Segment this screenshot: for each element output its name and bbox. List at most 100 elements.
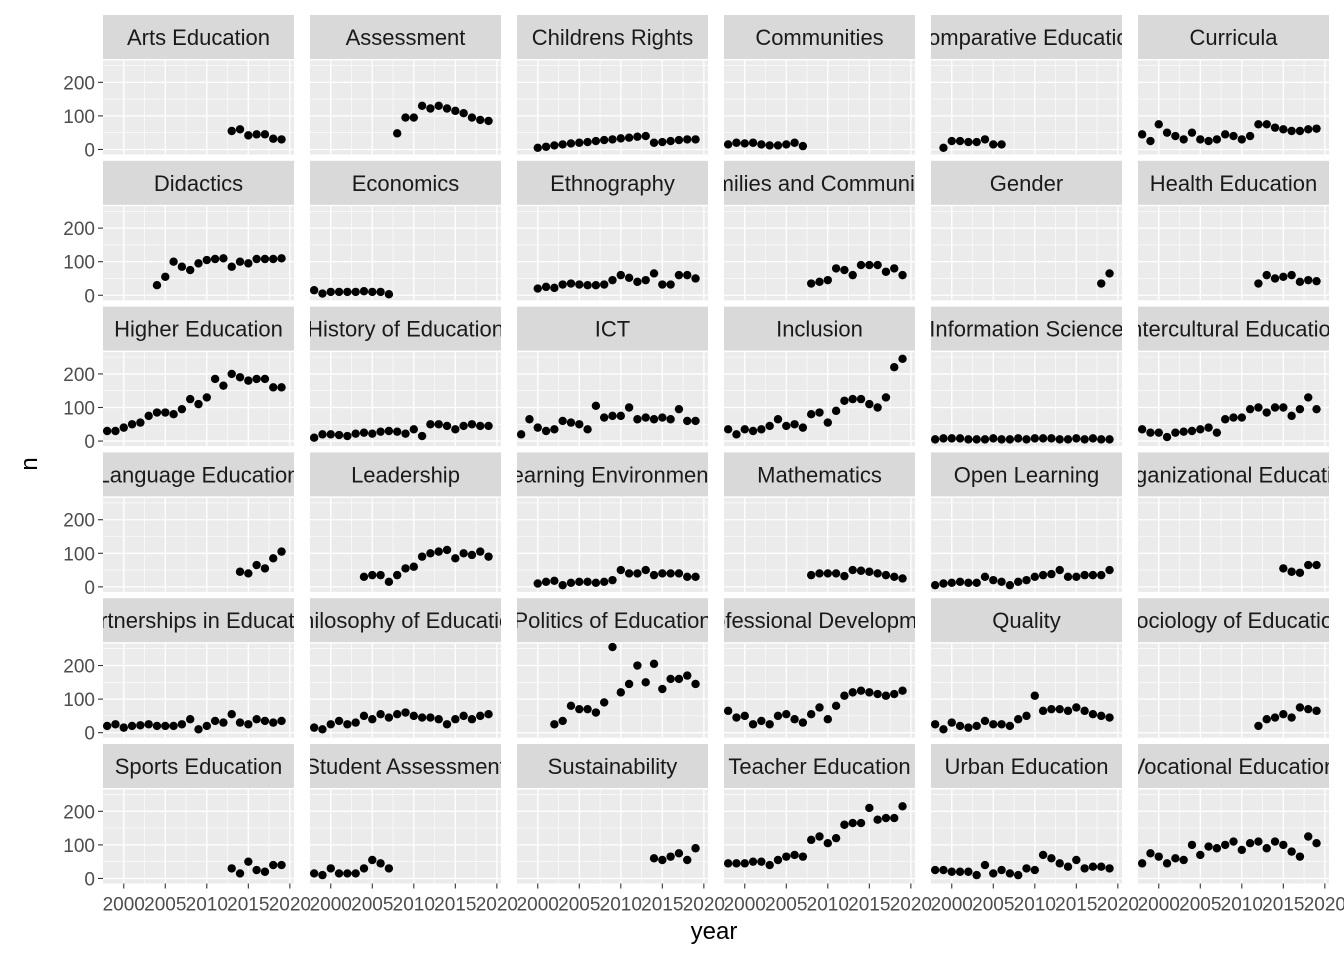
data-point <box>947 718 956 727</box>
data-point <box>873 815 882 824</box>
y-tick-label: 200 <box>63 219 95 240</box>
data-point <box>235 567 245 576</box>
data-point <box>1013 715 1023 724</box>
data-point <box>210 254 220 264</box>
data-point <box>1220 130 1230 139</box>
data-point <box>260 564 270 573</box>
data-point <box>1304 125 1313 134</box>
data-point <box>269 134 278 143</box>
data-point <box>790 850 799 860</box>
x-tick-label: 2010 <box>186 895 228 916</box>
y-tick-label: 200 <box>63 511 95 532</box>
data-point <box>467 420 477 429</box>
y-tick-label: 100 <box>63 836 95 857</box>
data-point <box>1080 706 1089 716</box>
data-point <box>227 262 236 271</box>
facet-title: Information Science <box>929 317 1123 342</box>
panel-background <box>1138 497 1329 592</box>
data-point <box>1055 704 1064 714</box>
data-point <box>1287 567 1296 576</box>
data-point <box>451 425 460 434</box>
data-point <box>649 659 659 669</box>
data-point <box>757 425 766 434</box>
data-point <box>334 430 344 440</box>
data-point <box>426 104 435 113</box>
data-point <box>1022 575 1031 585</box>
data-point <box>806 570 816 580</box>
data-point <box>484 710 493 719</box>
data-point <box>890 813 899 823</box>
facet-panel: Sociology of Education <box>1138 598 1329 738</box>
data-point <box>467 113 477 122</box>
data-point <box>831 833 841 843</box>
data-point <box>1312 839 1321 848</box>
data-point <box>459 549 468 558</box>
facet-title: Comparative Education <box>912 25 1141 50</box>
data-point <box>649 570 659 580</box>
data-point <box>161 408 170 417</box>
facet-title: Quality <box>992 608 1060 633</box>
data-point <box>202 255 212 265</box>
facet-panel: Mathematics <box>724 452 915 592</box>
facet-title: History of Education <box>307 317 504 342</box>
facet-panel: Curricula <box>1137 15 1329 155</box>
data-point <box>1179 427 1188 436</box>
data-point <box>309 869 319 878</box>
data-point <box>873 260 882 270</box>
data-point <box>997 435 1006 444</box>
data-point <box>947 136 956 146</box>
data-point <box>624 133 634 142</box>
data-point <box>359 572 369 581</box>
data-point <box>633 661 642 670</box>
data-point <box>417 713 427 722</box>
data-point <box>442 104 452 113</box>
data-point <box>806 279 816 288</box>
data-point <box>575 420 584 429</box>
data-point <box>1270 274 1280 283</box>
data-point <box>873 403 882 412</box>
facet-strip <box>310 452 501 497</box>
data-point <box>1304 704 1313 714</box>
data-point <box>326 430 335 439</box>
data-point <box>1013 577 1023 587</box>
facet-panels: Arts Education Assessment Childrens Rights… <box>102 15 1329 884</box>
facet-strip <box>931 598 1122 643</box>
data-point <box>865 688 874 697</box>
data-point <box>516 430 526 439</box>
x-tick-label: 2000 <box>310 895 352 916</box>
data-point <box>624 679 634 689</box>
data-point <box>964 723 973 732</box>
panel-background <box>517 789 708 884</box>
data-point <box>177 404 187 414</box>
x-tick-label: 2010 <box>1221 895 1263 916</box>
data-point <box>1262 270 1271 280</box>
data-point <box>1295 277 1305 287</box>
data-point <box>666 674 675 684</box>
data-point <box>840 691 849 700</box>
x-tick-label: 2000 <box>103 895 145 916</box>
data-point <box>1080 435 1089 444</box>
data-point <box>1245 839 1255 848</box>
data-point <box>641 678 650 687</box>
data-point <box>1055 859 1064 868</box>
data-point <box>1295 852 1305 861</box>
facet-strip <box>724 598 915 643</box>
data-point <box>476 711 485 721</box>
data-point <box>476 547 485 556</box>
data-point <box>244 720 253 729</box>
data-point <box>658 855 667 865</box>
facet-panel: Families and Communities <box>724 160 915 301</box>
x-tick-label: 2020 <box>890 895 932 916</box>
facet-panel: Gender <box>931 160 1122 301</box>
facet-panel: Ethnography <box>517 160 708 301</box>
facet-title: Curricula <box>1189 25 1278 50</box>
data-point <box>765 720 774 729</box>
data-point <box>1304 393 1313 402</box>
data-point <box>1304 560 1313 570</box>
data-point <box>277 383 286 392</box>
y-axis-title: n <box>16 457 43 470</box>
data-point <box>1072 703 1081 712</box>
data-point <box>1097 435 1106 444</box>
data-point <box>616 565 626 575</box>
x-tick-label: 2005 <box>351 895 393 916</box>
